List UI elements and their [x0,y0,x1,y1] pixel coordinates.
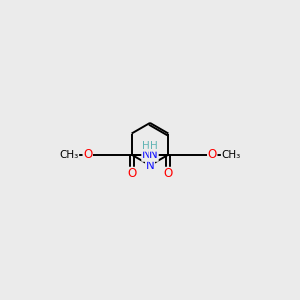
Text: CH₃: CH₃ [221,150,241,160]
Text: CH₃: CH₃ [59,150,79,160]
Text: N: N [146,159,154,172]
Text: O: O [83,148,92,161]
Text: O: O [208,148,217,161]
Text: N: N [149,148,158,161]
Text: H: H [150,142,158,152]
Text: O: O [127,167,136,180]
Text: N: N [142,148,151,161]
Text: H: H [142,142,150,152]
Text: O: O [164,167,173,180]
